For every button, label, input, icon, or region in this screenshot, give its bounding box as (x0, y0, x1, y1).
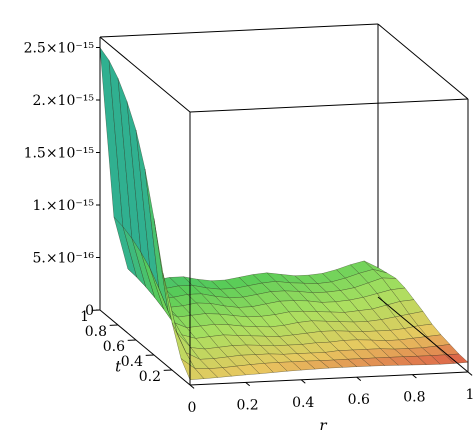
r-tick-mark (189, 384, 195, 389)
z-tick-label: 0 (85, 303, 94, 319)
r-tick-mark (245, 382, 251, 387)
t-tick-label: 0.2 (139, 369, 161, 385)
box-edge-top-back (99, 23, 379, 38)
box-edge-top-left (99, 36, 191, 113)
t-axis-label: t (115, 358, 122, 376)
r-tick-label: 0.4 (292, 395, 314, 411)
z-tick-label: 1.×10⁻¹⁵ (32, 198, 94, 214)
z-tick-label: 2.5×10⁻¹⁵ (24, 41, 95, 57)
r-tick-label: 0.8 (403, 390, 425, 406)
r-tick-mark (467, 371, 473, 376)
t-tick-label: 0.8 (85, 324, 107, 340)
t-tick-label: 0.6 (103, 339, 125, 355)
axis-labels: 0 0.2 0.4 0.6 0.8 1r0.20.40.60.81t05.×10⁻¹⁶1.… (24, 41, 474, 430)
z-tick-label: 5.×10⁻¹⁶ (32, 251, 94, 267)
box-edge-top-front (189, 98, 469, 113)
z-tick-label: 2.×10⁻¹⁵ (32, 93, 94, 109)
r-tick-label: 0 (188, 400, 197, 416)
surface-patch (180, 357, 205, 381)
surface-mesh (99, 46, 469, 381)
box-front-edges (99, 36, 469, 386)
t-tick-label: 0.4 (121, 354, 143, 370)
box-edge-r-axis (189, 371, 469, 386)
z-tick-label: 1.5×10⁻¹⁵ (24, 146, 95, 162)
t-tick-label: 1 (80, 309, 89, 325)
r-tick-label: 1 (466, 387, 474, 403)
r-tick-label: 0.2 (236, 397, 258, 413)
r-axis-label: r (319, 417, 327, 430)
r-tick-mark (356, 376, 362, 381)
box-edge-top-right (377, 23, 469, 100)
r-tick-mark (412, 374, 417, 379)
r-tick-mark (300, 379, 306, 384)
box-edge-t-axis (99, 309, 191, 386)
box-back-edges (99, 23, 469, 297)
r-tick-label: 0.6 (348, 392, 370, 408)
box-edge-bottom-right (377, 296, 469, 373)
